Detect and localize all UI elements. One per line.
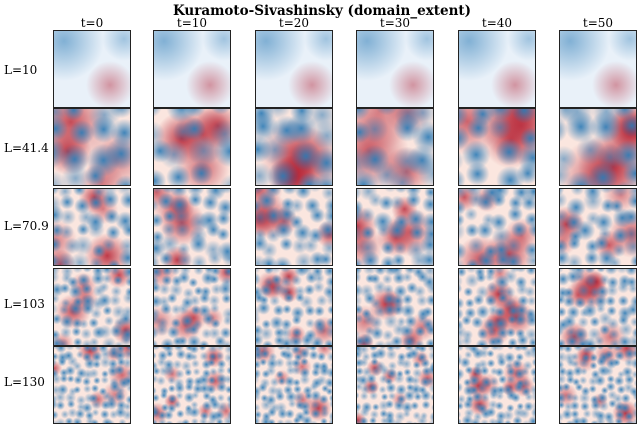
field-panel-r0-c4 [458, 30, 536, 108]
field-panel-r4-c1 [153, 346, 231, 424]
field-panel-r4-c0 [53, 346, 131, 424]
field-panel-r2-c4 [458, 188, 536, 266]
figure-title: Kuramoto-Sivashinsky (domain_extent) [172, 3, 472, 19]
field-panel-r1-c4 [458, 108, 536, 186]
field-panel-r3-c0 [53, 268, 131, 346]
field-panel-r2-c5 [559, 188, 637, 266]
col-label-4: t=40 [481, 16, 513, 30]
field-panel-r2-c0 [53, 188, 131, 266]
field-panel-r0-c2 [255, 30, 333, 108]
field-panel-r3-c5 [559, 268, 637, 346]
row-label-1: L=41.4 [4, 141, 49, 155]
field-panel-r0-c0 [53, 30, 131, 108]
field-panel-r1-c1 [153, 108, 231, 186]
col-label-2: t=20 [278, 16, 310, 30]
field-panel-r4-c2 [255, 346, 333, 424]
field-panel-r0-c5 [559, 30, 637, 108]
col-label-5: t=50 [582, 16, 614, 30]
field-panel-r4-c3 [356, 346, 434, 424]
field-panel-r2-c3 [356, 188, 434, 266]
field-panel-r2-c1 [153, 188, 231, 266]
field-panel-r4-c5 [559, 346, 637, 424]
col-label-0: t=0 [80, 16, 104, 30]
field-panel-r1-c0 [53, 108, 131, 186]
col-label-1: t=10 [176, 16, 208, 30]
field-panel-r3-c2 [255, 268, 333, 346]
field-panel-r0-c1 [153, 30, 231, 108]
row-label-2: L=70.9 [4, 219, 49, 233]
field-panel-r1-c5 [559, 108, 637, 186]
col-label-3: t=30 [379, 16, 411, 30]
field-panel-r1-c2 [255, 108, 333, 186]
field-panel-r3-c3 [356, 268, 434, 346]
field-panel-r0-c3 [356, 30, 434, 108]
field-panel-r4-c4 [458, 346, 536, 424]
row-label-4: L=130 [4, 375, 45, 389]
row-label-0: L=10 [4, 63, 38, 77]
field-panel-r1-c3 [356, 108, 434, 186]
field-panel-r3-c1 [153, 268, 231, 346]
field-panel-r3-c4 [458, 268, 536, 346]
row-label-3: L=103 [4, 297, 45, 311]
field-panel-r2-c2 [255, 188, 333, 266]
